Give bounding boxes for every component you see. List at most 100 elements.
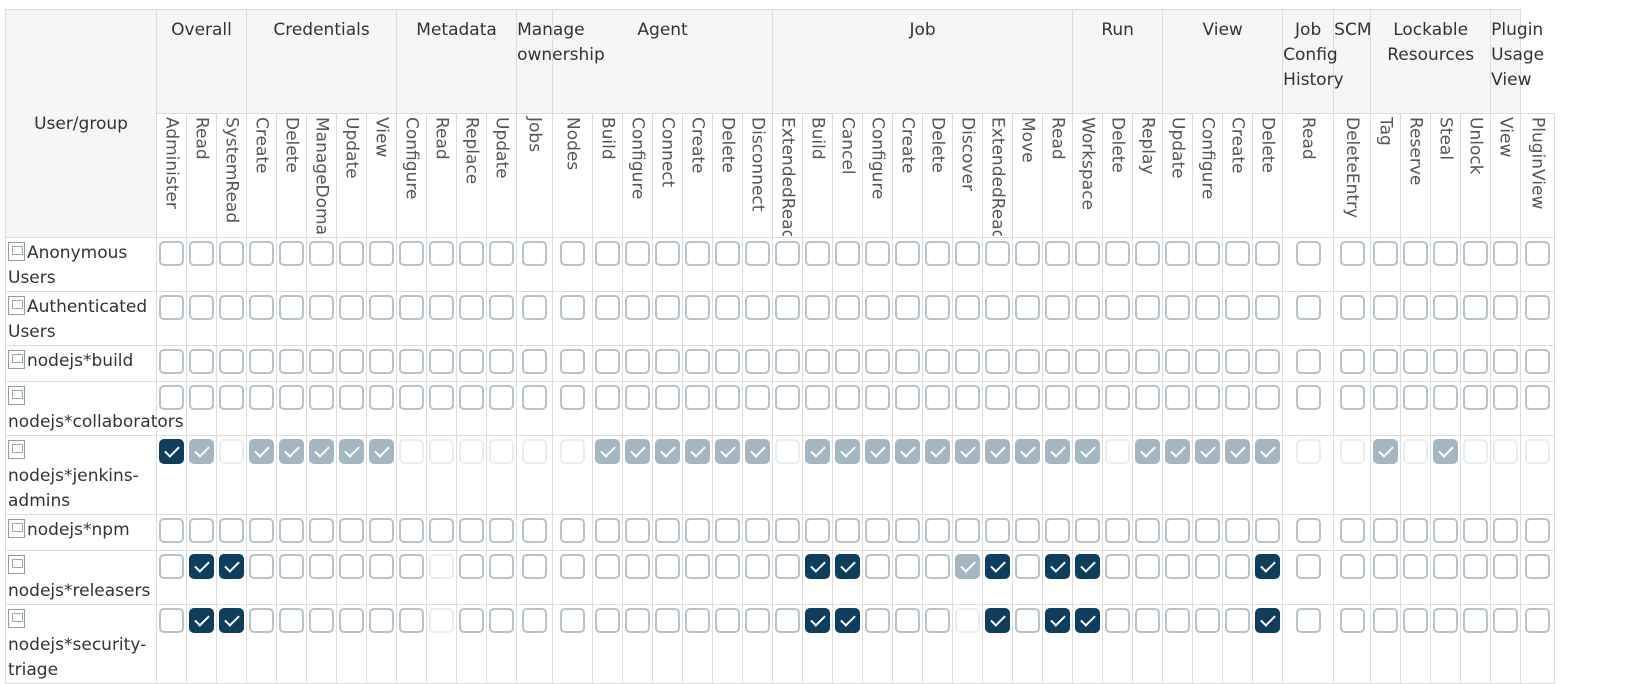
permission-checkbox[interactable] xyxy=(219,349,245,374)
permission-checkbox[interactable] xyxy=(279,385,305,410)
permission-checkbox[interactable] xyxy=(1525,554,1551,579)
permission-checkbox[interactable] xyxy=(1015,295,1041,320)
permission-checkbox[interactable] xyxy=(1045,241,1071,266)
permission-checkbox[interactable] xyxy=(745,349,771,374)
permission-checkbox[interactable] xyxy=(775,385,801,410)
permission-checkbox[interactable] xyxy=(655,349,681,374)
permission-checkbox[interactable] xyxy=(1195,554,1221,579)
permission-checkbox[interactable] xyxy=(399,554,425,579)
permission-checkbox[interactable] xyxy=(715,241,741,266)
permission-checkbox[interactable] xyxy=(399,439,425,464)
permission-checkbox[interactable] xyxy=(1225,295,1251,320)
permission-checkbox[interactable] xyxy=(459,295,485,320)
permission-checkbox[interactable] xyxy=(1135,554,1161,579)
permission-checkbox[interactable] xyxy=(1165,385,1191,410)
permission-checkbox[interactable] xyxy=(985,554,1011,579)
permission-checkbox[interactable] xyxy=(159,518,184,543)
permission-checkbox[interactable] xyxy=(1015,608,1041,633)
permission-checkbox[interactable] xyxy=(219,554,245,579)
permission-checkbox[interactable] xyxy=(595,554,621,579)
permission-checkbox[interactable] xyxy=(805,439,831,464)
permission-checkbox[interactable] xyxy=(595,241,621,266)
permission-checkbox[interactable] xyxy=(925,349,951,374)
permission-checkbox[interactable] xyxy=(159,241,184,266)
permission-checkbox[interactable] xyxy=(805,385,831,410)
permission-checkbox[interactable] xyxy=(459,385,485,410)
permission-checkbox[interactable] xyxy=(1195,518,1221,543)
permission-checkbox[interactable] xyxy=(805,349,831,374)
permission-checkbox[interactable] xyxy=(429,554,455,579)
permission-checkbox[interactable] xyxy=(1225,385,1251,410)
permission-checkbox[interactable] xyxy=(560,518,586,543)
permission-checkbox[interactable] xyxy=(1493,349,1519,374)
permission-checkbox[interactable] xyxy=(159,554,184,579)
permission-checkbox[interactable] xyxy=(775,608,801,633)
permission-checkbox[interactable] xyxy=(429,439,455,464)
permission-checkbox[interactable] xyxy=(1255,554,1281,579)
permission-checkbox[interactable] xyxy=(595,385,621,410)
permission-checkbox[interactable] xyxy=(1195,385,1221,410)
permission-checkbox[interactable] xyxy=(279,241,305,266)
permission-checkbox[interactable] xyxy=(369,439,395,464)
permission-checkbox[interactable] xyxy=(1433,295,1459,320)
permission-checkbox[interactable] xyxy=(369,295,395,320)
permission-checkbox[interactable] xyxy=(189,518,214,543)
permission-checkbox[interactable] xyxy=(1045,518,1071,543)
permission-checkbox[interactable] xyxy=(1433,385,1459,410)
permission-checkbox[interactable] xyxy=(1295,385,1321,410)
permission-checkbox[interactable] xyxy=(279,439,305,464)
permission-checkbox[interactable] xyxy=(1525,241,1551,266)
permission-checkbox[interactable] xyxy=(459,439,485,464)
permission-checkbox[interactable] xyxy=(560,608,586,633)
permission-checkbox[interactable] xyxy=(865,349,891,374)
permission-checkbox[interactable] xyxy=(279,295,305,320)
permission-checkbox[interactable] xyxy=(429,241,455,266)
permission-checkbox[interactable] xyxy=(955,295,981,320)
permission-checkbox[interactable] xyxy=(489,295,515,320)
permission-checkbox[interactable] xyxy=(309,554,335,579)
permission-checkbox[interactable] xyxy=(745,554,771,579)
permission-checkbox[interactable] xyxy=(865,439,891,464)
permission-checkbox[interactable] xyxy=(489,554,515,579)
permission-checkbox[interactable] xyxy=(522,385,548,410)
permission-checkbox[interactable] xyxy=(835,241,861,266)
permission-checkbox[interactable] xyxy=(369,349,395,374)
permission-checkbox[interactable] xyxy=(685,241,711,266)
permission-checkbox[interactable] xyxy=(309,295,335,320)
permission-checkbox[interactable] xyxy=(1463,518,1489,543)
permission-checkbox[interactable] xyxy=(1075,608,1101,633)
permission-checkbox[interactable] xyxy=(522,439,548,464)
permission-checkbox[interactable] xyxy=(895,439,921,464)
permission-checkbox[interactable] xyxy=(595,349,621,374)
permission-checkbox[interactable] xyxy=(985,349,1011,374)
permission-checkbox[interactable] xyxy=(1135,439,1161,464)
permission-checkbox[interactable] xyxy=(1105,349,1131,374)
permission-checkbox[interactable] xyxy=(835,554,861,579)
permission-checkbox[interactable] xyxy=(1195,349,1221,374)
permission-checkbox[interactable] xyxy=(1403,241,1429,266)
permission-checkbox[interactable] xyxy=(1339,385,1365,410)
permission-checkbox[interactable] xyxy=(1403,554,1429,579)
permission-checkbox[interactable] xyxy=(429,349,455,374)
permission-checkbox[interactable] xyxy=(775,439,801,464)
permission-checkbox[interactable] xyxy=(339,241,365,266)
permission-checkbox[interactable] xyxy=(429,608,455,633)
permission-checkbox[interactable] xyxy=(925,295,951,320)
permission-checkbox[interactable] xyxy=(1165,241,1191,266)
permission-checkbox[interactable] xyxy=(625,295,651,320)
permission-checkbox[interactable] xyxy=(985,518,1011,543)
permission-checkbox[interactable] xyxy=(1403,349,1429,374)
permission-checkbox[interactable] xyxy=(1225,518,1251,543)
permission-checkbox[interactable] xyxy=(1433,241,1459,266)
permission-checkbox[interactable] xyxy=(1225,554,1251,579)
permission-checkbox[interactable] xyxy=(835,349,861,374)
permission-checkbox[interactable] xyxy=(1493,295,1519,320)
permission-checkbox[interactable] xyxy=(309,518,335,543)
permission-checkbox[interactable] xyxy=(625,518,651,543)
permission-checkbox[interactable] xyxy=(925,554,951,579)
permission-checkbox[interactable] xyxy=(1195,439,1221,464)
permission-checkbox[interactable] xyxy=(1165,349,1191,374)
permission-checkbox[interactable] xyxy=(1463,439,1489,464)
permission-checkbox[interactable] xyxy=(1373,554,1399,579)
permission-checkbox[interactable] xyxy=(459,349,485,374)
